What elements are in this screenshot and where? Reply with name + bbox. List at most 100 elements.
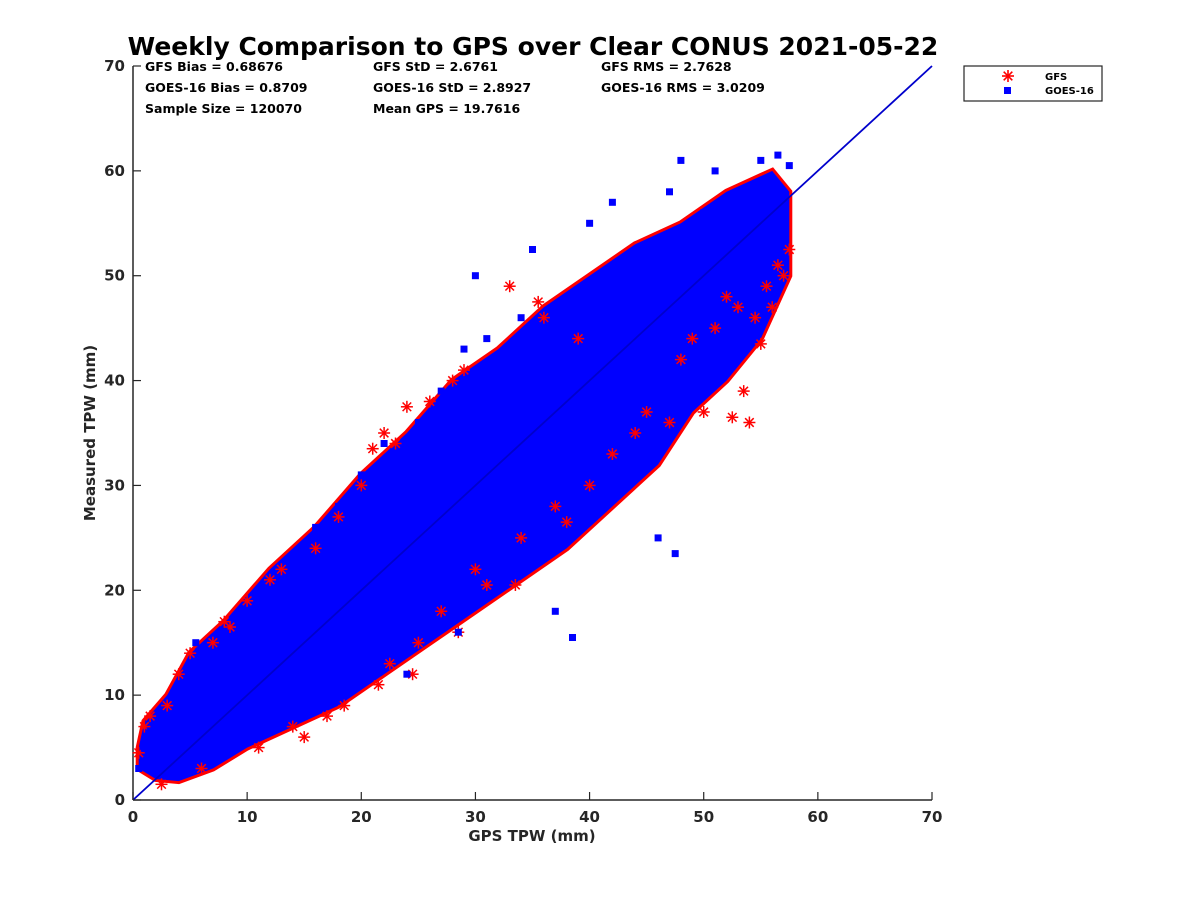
stat-goes-rms: GOES-16 RMS = 3.0209 (601, 80, 765, 95)
gfs-point (686, 332, 699, 345)
gfs-point (195, 762, 208, 775)
goes16-point (671, 550, 679, 558)
legend-box (963, 65, 1103, 102)
goes16-point (163, 712, 171, 720)
gfs-point (771, 259, 784, 272)
goes16-point (774, 151, 782, 159)
gfs-point (674, 353, 687, 366)
gfs-point (469, 563, 482, 576)
goes16-point (312, 523, 320, 531)
gfs-point (458, 364, 470, 377)
gfs-point (206, 636, 219, 649)
goes16-point (757, 156, 765, 164)
goes-density-band (138, 170, 790, 782)
gfs-point (606, 448, 619, 460)
goes16-point (169, 770, 177, 778)
goes16-point (700, 209, 708, 217)
goes16-point (574, 303, 582, 311)
stat-sample-size: Sample Size = 120070 (145, 101, 302, 116)
goes16-point (677, 156, 685, 164)
x-tick-label: 0 (128, 808, 138, 826)
legend-goes-marker (1004, 87, 1011, 94)
goes16-point (277, 681, 285, 689)
stat-goes-std: GOES-16 StD = 2.8927 (373, 80, 531, 95)
goes16-point (135, 765, 143, 772)
y-tick-label: 30 (104, 476, 125, 494)
reference-line-group (132, 65, 933, 801)
goes16-point (323, 660, 331, 668)
stat-goes-bias: GOES-16 Bias = 0.8709 (145, 80, 307, 95)
gfs-point (480, 579, 493, 591)
gfs-point (583, 479, 596, 492)
goes16-point (414, 419, 422, 426)
goes16-point (140, 744, 148, 752)
goes16-point (449, 450, 457, 458)
goes16-point (688, 261, 696, 269)
goes16-point (723, 324, 730, 332)
gfs-point (332, 510, 345, 523)
stat-gfs-std: GFS StD = 2.6761 (373, 59, 498, 74)
gfs-point (749, 311, 762, 324)
goes16-point (192, 639, 200, 647)
goes16-point (654, 534, 662, 542)
gfs-point (503, 280, 516, 293)
gfs-point (355, 479, 368, 492)
gfs-point (549, 500, 562, 513)
goes16-point (785, 162, 793, 170)
gfs-point (366, 442, 379, 455)
goes16-point (494, 429, 502, 437)
goes16-point (551, 607, 559, 615)
gfs-point (783, 243, 796, 256)
goes16-point (517, 314, 525, 322)
x-tick-label: 20 (351, 808, 372, 826)
goes16-point (369, 607, 377, 615)
y-axis-label: Measured TPW (mm) (81, 345, 99, 521)
stat-mean-gps: Mean GPS = 19.7616 (373, 101, 520, 116)
gfs-point (515, 531, 528, 544)
gfs-point (720, 290, 733, 303)
x-tick-label: 50 (693, 808, 714, 826)
legend-goes-label: GOES-16 (1045, 86, 1094, 97)
gfs-point (412, 636, 425, 649)
gfs-point (732, 301, 744, 314)
gfs-point (726, 411, 739, 424)
goes16-point (471, 272, 479, 280)
gfs-point (537, 311, 550, 324)
goes16-point (569, 634, 576, 641)
goes16-point (357, 471, 365, 479)
goes16-point (380, 440, 388, 447)
gfs-point (144, 710, 157, 723)
legend-gfs-label: GFS (1045, 72, 1067, 83)
goes16-point (586, 219, 594, 227)
goes16-point (529, 246, 536, 253)
goes16-point (608, 198, 616, 206)
gfs-point (697, 406, 710, 418)
goes16-point (346, 565, 354, 573)
gfs-point (286, 720, 299, 733)
series-goes-16 (135, 151, 793, 778)
gfs-point (400, 400, 413, 413)
goes16-point (289, 565, 297, 573)
y-tick-label: 40 (104, 372, 125, 390)
legend-gfs-marker (1002, 70, 1014, 82)
gfs-point (275, 563, 288, 576)
goes16-point (198, 723, 205, 731)
goes16-point (266, 586, 274, 594)
stat-gfs-rms: GFS RMS = 2.7628 (601, 59, 732, 74)
gfs-point (743, 416, 756, 429)
gfs-point (321, 710, 333, 723)
goes16-point (483, 335, 491, 343)
gfs-point (532, 295, 545, 308)
goes16-point (768, 177, 776, 185)
stat-gfs-bias: GFS Bias = 0.68676 (145, 59, 283, 74)
y-tick-label: 10 (104, 686, 125, 704)
goes16-point (506, 502, 514, 510)
goes16-point (666, 188, 673, 196)
goes16-point (152, 754, 160, 762)
goes16-point (426, 492, 434, 500)
gfs-point (372, 678, 385, 691)
goes16-point (643, 251, 651, 259)
gfs-point (423, 395, 436, 408)
y-tick-label: 50 (104, 267, 125, 285)
legend: GFS GOES-16 (963, 65, 1103, 102)
